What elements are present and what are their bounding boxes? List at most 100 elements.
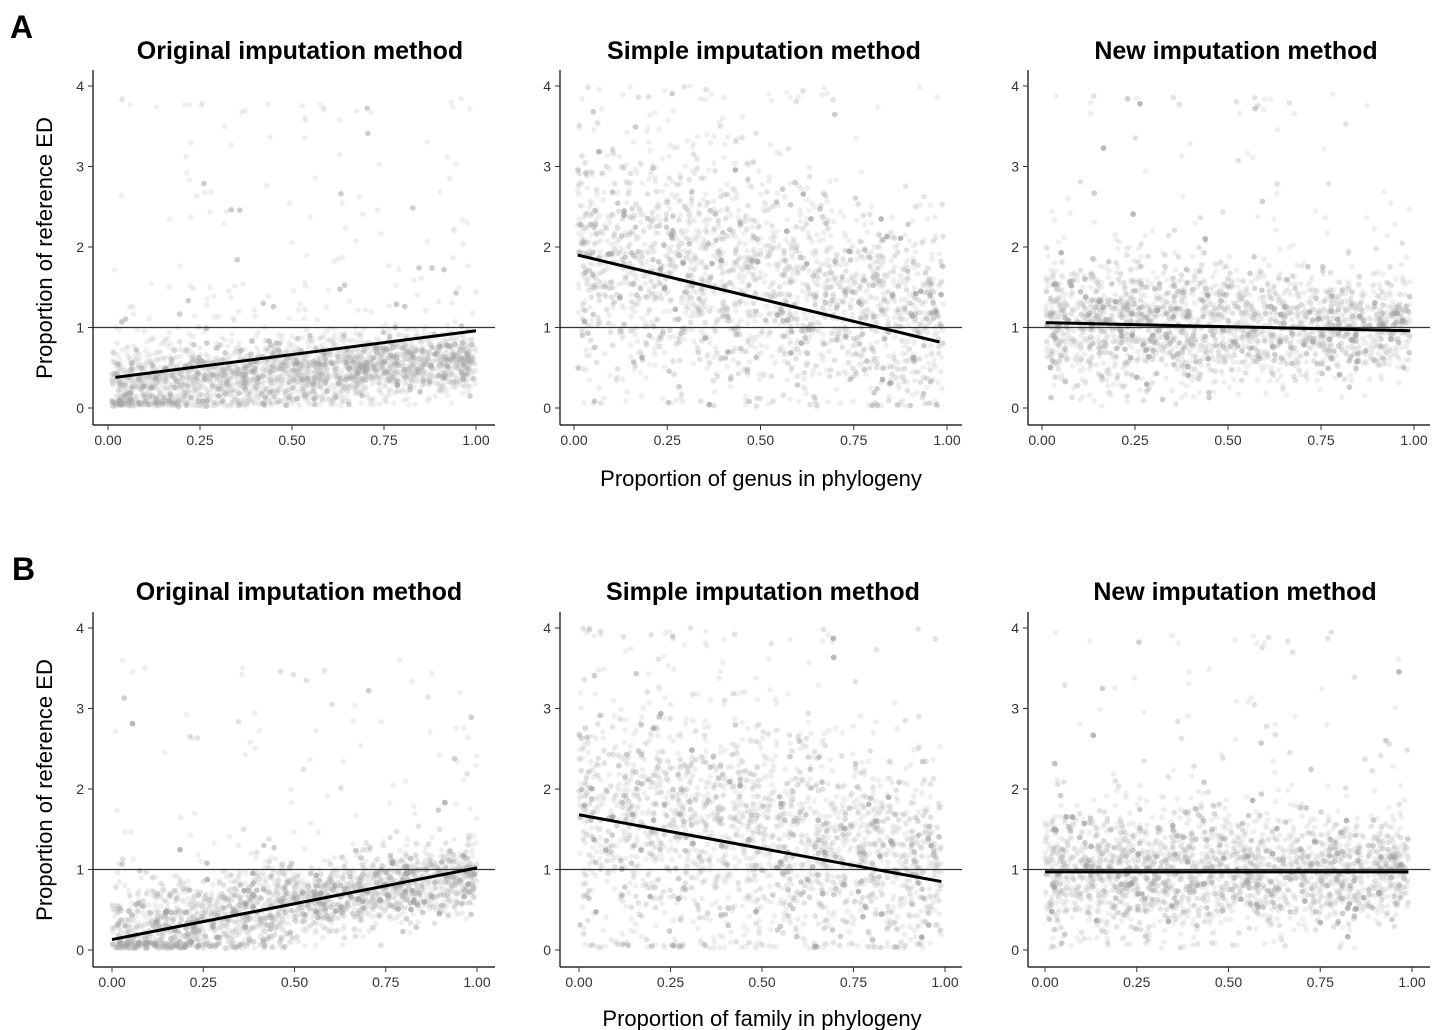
data-point [443,374,449,381]
data-point [738,318,744,324]
data-point [147,358,154,364]
data-point [450,380,457,387]
data-point [607,220,613,226]
data-point [637,160,644,166]
data-point [119,97,125,103]
data-point [193,193,200,200]
data-point [286,315,292,322]
data-point [746,313,753,319]
data-point [408,364,415,371]
data-point [464,357,471,364]
data-point [360,348,366,355]
data-point [468,356,474,363]
data-point [609,294,615,301]
data-point [652,362,658,368]
data-point [677,357,683,364]
data-point [436,388,443,395]
data-point [629,205,635,212]
data-point [327,395,334,402]
data-point [686,240,693,247]
data-point [461,347,468,353]
data-point [266,361,272,368]
data-point [266,134,273,140]
data-point [761,279,768,285]
data-point [756,223,762,229]
data-point [609,294,615,301]
data-point [171,399,178,405]
data-point [303,327,310,333]
data-point [333,394,339,400]
data-point [703,227,709,234]
data-point [804,282,810,288]
data-point [339,353,346,360]
data-point [169,400,175,406]
data-point [605,320,612,327]
data-point [925,265,931,272]
data-point [636,205,642,212]
data-point [251,399,257,406]
data-point [453,334,460,341]
data-point [603,163,610,170]
data-point [299,383,306,390]
data-point [304,376,311,383]
data-point [117,379,124,386]
data-point [919,239,925,246]
data-point [290,374,297,381]
data-point [407,365,413,372]
data-point [138,365,145,371]
data-point [282,360,289,366]
data-point [437,344,444,350]
data-point [160,376,166,383]
data-point [420,368,427,375]
data-point [218,341,225,348]
data-point [181,102,188,108]
data-point [581,307,588,314]
data-point [464,358,471,364]
data-point [767,329,773,336]
data-point [741,273,748,280]
data-point [177,382,183,389]
data-point [244,362,251,368]
data-point [412,401,419,408]
data-point [705,276,712,283]
data-point [446,175,453,182]
data-point [206,366,212,373]
data-point [938,385,945,392]
data-point [131,367,138,374]
data-point [331,360,337,367]
data-point [735,207,742,214]
data-point [899,338,905,344]
data-point [328,361,335,368]
data-point [436,387,443,394]
data-point [171,348,178,354]
data-point [762,272,768,279]
data-point [704,132,710,138]
data-point [774,266,781,273]
data-point [178,396,184,402]
data-point [868,265,874,271]
data-point [393,360,400,366]
data-point [769,223,775,229]
data-point [876,253,882,259]
data-point [300,386,306,393]
data-point [338,381,345,388]
data-point [316,375,322,382]
data-point [821,284,828,291]
data-point [109,358,116,364]
data-point [152,350,159,356]
data-point [598,228,604,235]
data-point [176,398,182,405]
data-point [828,208,835,214]
data-point [210,372,216,378]
data-point [252,368,258,375]
data-point [810,367,816,374]
data-point [157,390,164,397]
data-point [276,340,283,347]
data-point [354,353,360,360]
data-point [333,358,340,365]
data-point [640,227,647,234]
data-point [176,338,183,344]
data-point [433,350,439,357]
data-point [891,277,897,283]
